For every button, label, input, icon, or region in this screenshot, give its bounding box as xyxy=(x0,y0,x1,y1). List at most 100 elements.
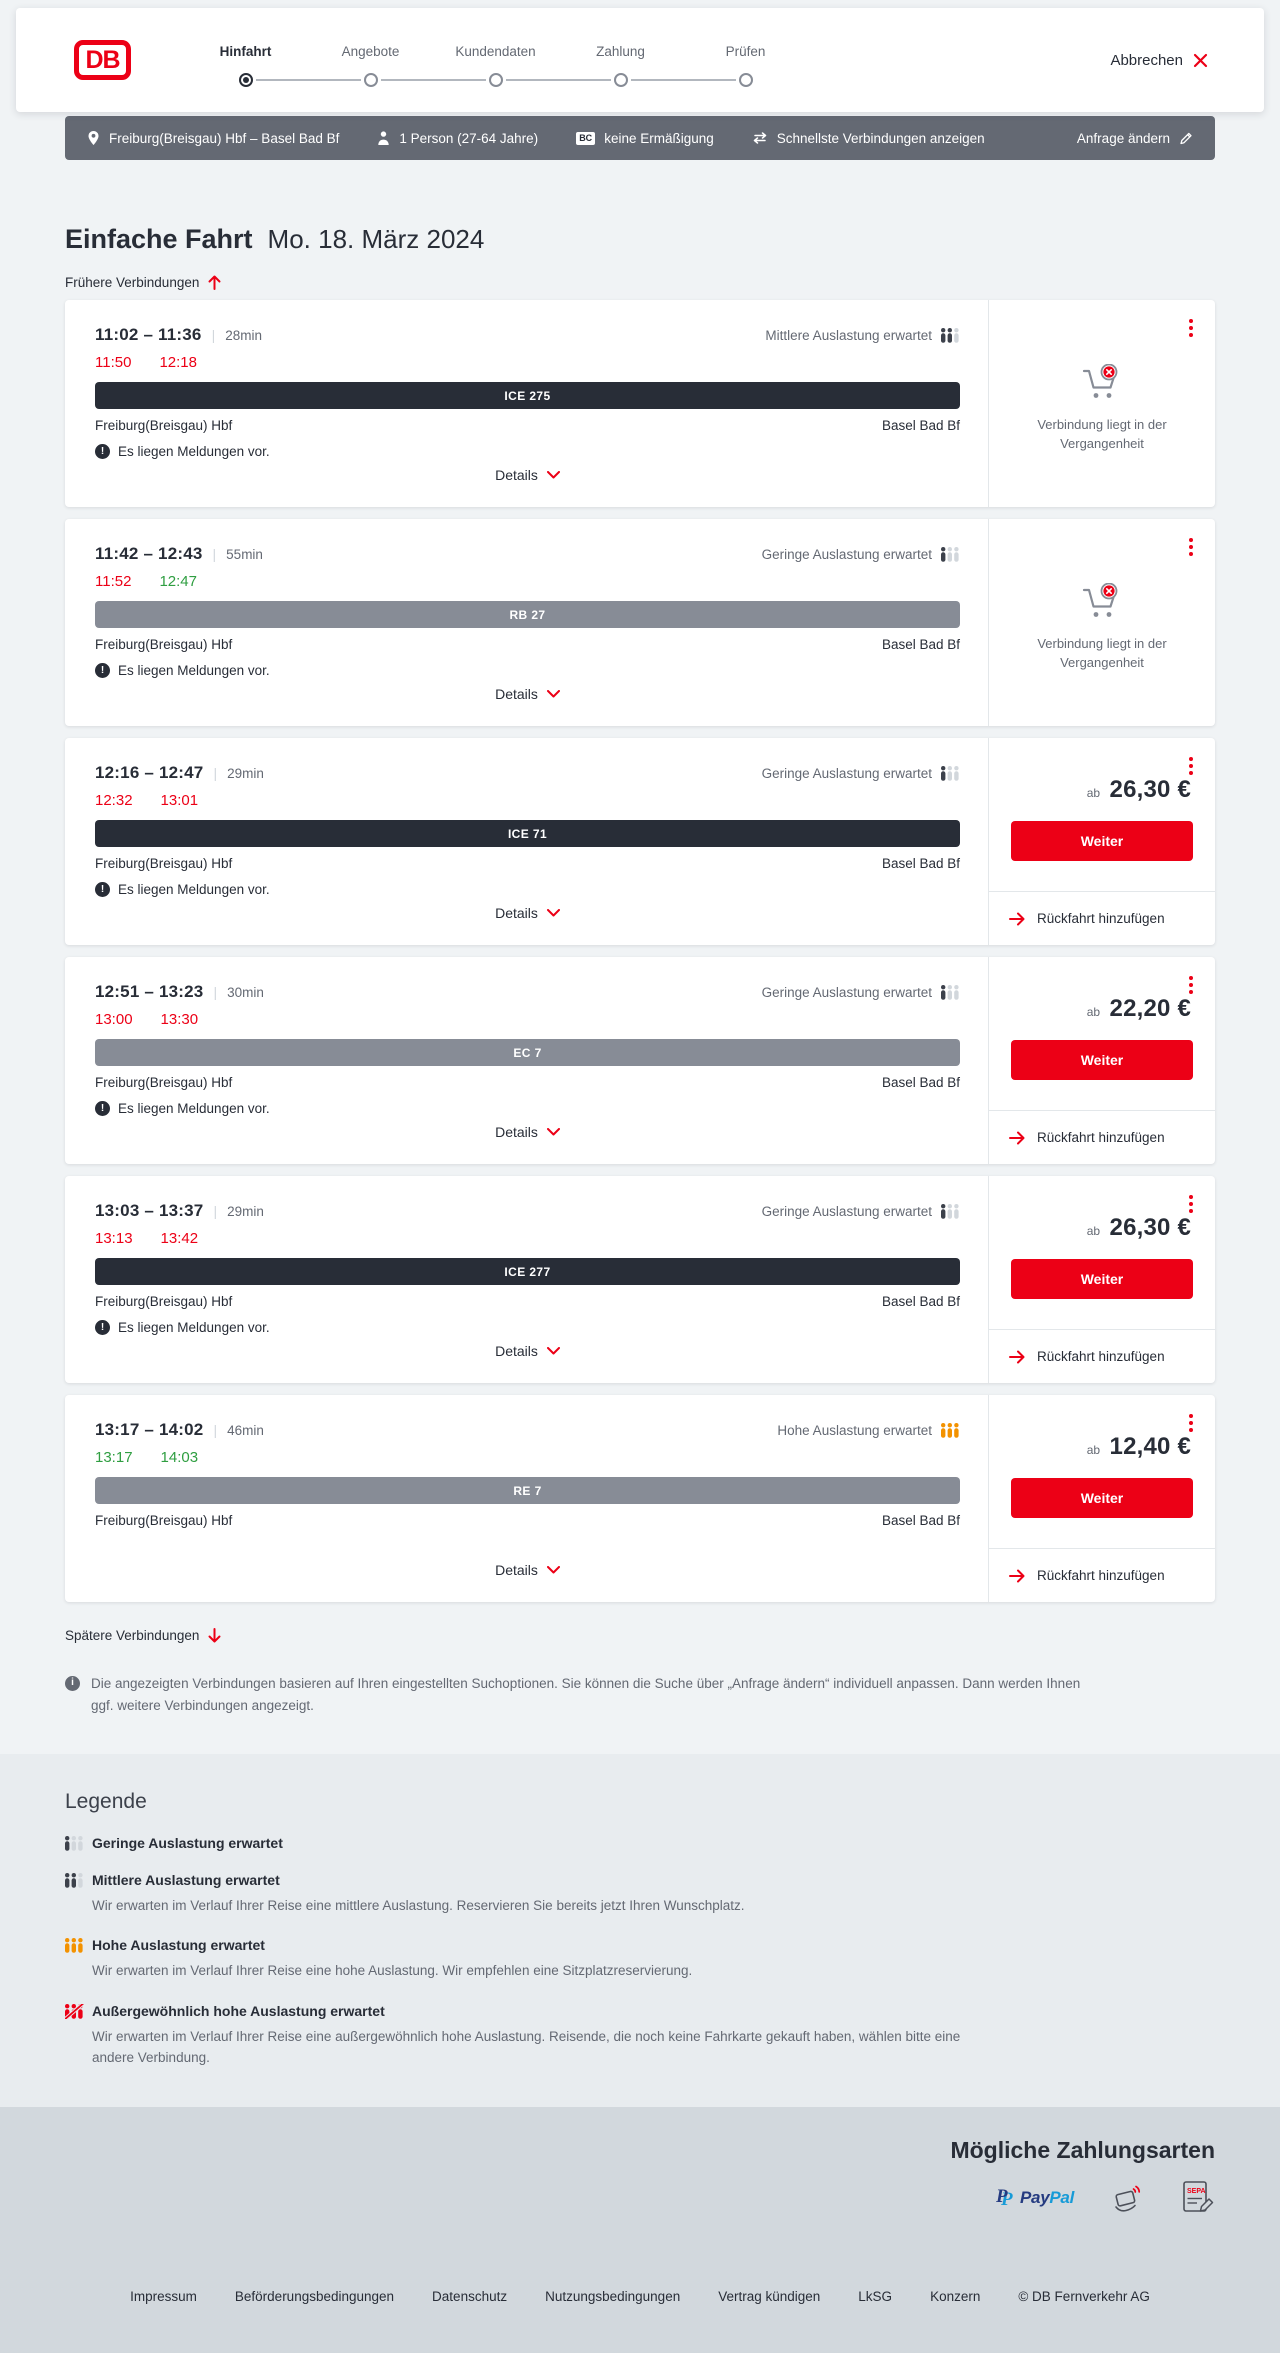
occupancy-icon xyxy=(941,327,959,343)
step-dot-icon xyxy=(738,72,753,87)
add-return-button[interactable]: Rückfahrt hinzufügen xyxy=(989,891,1215,945)
footer-link[interactable]: Vertrag kündigen xyxy=(718,2288,821,2304)
journey-side-panel: Verbindung liegt in der Vergangenheit xyxy=(988,519,1215,726)
separator: | xyxy=(213,984,218,1000)
svg-text:SEPA: SEPA xyxy=(1187,2188,1206,2195)
chevron-down-icon xyxy=(546,1128,560,1136)
realtime-arrival: 13:30 xyxy=(160,1011,199,1028)
arrival-station: Basel Bad Bf xyxy=(881,1294,960,1309)
stations-row: Freiburg(Breisgau) Hbf Basel Bad Bf xyxy=(95,856,960,871)
details-button[interactable]: Details xyxy=(483,459,572,491)
add-return-button[interactable]: Rückfahrt hinzufügen xyxy=(989,1110,1215,1164)
journey-card: 11:02 – 11:36 | 28min Mittlere Auslastun… xyxy=(65,300,1215,507)
earlier-connections-button[interactable]: Frühere Verbindungen xyxy=(65,275,221,290)
step-dot-icon xyxy=(363,72,378,87)
cancel-button[interactable]: Abbrechen xyxy=(1110,52,1208,69)
train-label-bar: RE 7 xyxy=(95,1477,960,1504)
price-prefix: ab xyxy=(1086,1224,1101,1238)
passengers-summary: 1 Person (27-64 Jahre) xyxy=(377,131,538,146)
realtime-row: 11:52 12:47 xyxy=(95,573,960,590)
journey-card: 11:42 – 12:43 | 55min Geringe Auslastung… xyxy=(65,519,1215,726)
occupancy-indicator: Geringe Auslastung erwartet xyxy=(762,984,960,1000)
footer-link[interactable]: Datenschutz xyxy=(432,2288,508,2304)
arrival-station: Basel Bad Bf xyxy=(881,637,960,652)
details-button[interactable]: Details xyxy=(483,897,572,929)
journey-main: 11:42 – 12:43 | 55min Geringe Auslastung… xyxy=(65,519,988,726)
occupancy-exceptional-icon xyxy=(65,2003,84,2019)
chevron-down-icon xyxy=(546,471,560,479)
price-row: ab 12,40 € xyxy=(1011,1433,1193,1461)
footer-link[interactable]: LkSG xyxy=(858,2288,893,2304)
more-options-button[interactable] xyxy=(1186,751,1197,781)
journey-main: 13:17 – 14:02 | 46min Hohe Auslastung er… xyxy=(65,1395,988,1602)
messages-note: ! Es liegen Meldungen vor. xyxy=(95,1101,960,1116)
later-connections-button[interactable]: Spätere Verbindungen xyxy=(65,1628,221,1643)
train-label-bar: ICE 275 xyxy=(95,382,960,409)
price-row: ab 22,20 € xyxy=(1011,995,1193,1023)
more-options-button[interactable] xyxy=(1186,1189,1197,1219)
details-button[interactable]: Details xyxy=(483,678,572,710)
past-connection-text: Verbindung liegt in der Vergangenheit xyxy=(1037,416,1167,451)
modify-request-button[interactable]: Anfrage ändern xyxy=(1077,131,1193,146)
booking-progress-stepper: Hinfahrt Angebote Kundendaten Zahlung Pr… xyxy=(183,34,808,87)
continue-button[interactable]: Weiter xyxy=(1011,1040,1193,1080)
price-block: ab 12,40 € Weiter xyxy=(989,1395,1215,1548)
footer-link[interactable]: Beförderungsbedingungen xyxy=(234,2288,395,2304)
paypal-wordmark: PayPal xyxy=(1020,2187,1074,2207)
messages-note: ! Es liegen Meldungen vor. xyxy=(95,882,960,897)
legend-item: Geringe Auslastung erwartet xyxy=(65,1835,1215,1851)
add-return-button[interactable]: Rückfahrt hinzufügen xyxy=(989,1329,1215,1383)
footer-link[interactable]: Nutzungsbedingungen xyxy=(545,2288,681,2304)
chevron-down-icon xyxy=(546,690,560,698)
details-button[interactable]: Details xyxy=(483,1335,572,1367)
stations-row: Freiburg(Breisgau) Hbf Basel Bad Bf xyxy=(95,1513,960,1528)
occupancy-indicator: Hohe Auslastung erwartet xyxy=(777,1422,960,1438)
more-options-button[interactable] xyxy=(1186,313,1197,343)
cancel-label: Abbrechen xyxy=(1110,51,1183,69)
page-title: Einfache Fahrt Mo. 18. März 2024 xyxy=(65,224,1215,255)
arrow-down-icon xyxy=(208,1628,221,1643)
occupancy-indicator: Mittlere Auslastung erwartet xyxy=(765,327,960,343)
alert-icon: ! xyxy=(95,663,110,678)
person-icon xyxy=(378,131,390,145)
footer-link[interactable]: Impressum xyxy=(130,2288,197,2304)
add-return-button[interactable]: Rückfahrt hinzufügen xyxy=(989,1548,1215,1602)
details-label: Details xyxy=(495,1124,538,1140)
details-button[interactable]: Details xyxy=(483,1554,572,1586)
journey-card: 13:03 – 13:37 | 29min Geringe Auslastung… xyxy=(65,1176,1215,1383)
realtime-departure: 11:50 xyxy=(95,354,132,371)
price-value: 26,30 € xyxy=(1109,776,1191,803)
legend-item-description: Wir erwarten im Verlauf Ihrer Reise eine… xyxy=(92,1897,745,1913)
continue-button[interactable]: Weiter xyxy=(1011,821,1193,861)
arrow-right-icon xyxy=(1009,912,1025,925)
more-options-button[interactable] xyxy=(1186,1408,1197,1438)
step-dot-icon xyxy=(488,72,503,87)
cart-unavailable-icon xyxy=(1082,582,1118,617)
journey-card: 13:17 – 14:02 | 46min Hohe Auslastung er… xyxy=(65,1395,1215,1602)
realtime-row: 13:13 13:42 xyxy=(95,1230,960,1247)
legend-item-description: Wir erwarten im Verlauf Ihrer Reise eine… xyxy=(92,2028,961,2066)
journey-side-panel: Verbindung liegt in der Vergangenheit ab… xyxy=(988,738,1215,945)
details-button[interactable]: Details xyxy=(483,1116,572,1148)
continue-button[interactable]: Weiter xyxy=(1011,1478,1193,1518)
realtime-row: 11:50 12:18 xyxy=(95,354,960,371)
swap-arrows-icon xyxy=(753,132,766,144)
page-footer: Impressum Beförderungsbedingungen Datensch… xyxy=(0,2239,1280,2353)
more-options-button[interactable] xyxy=(1186,970,1197,1000)
price-value: 26,30 € xyxy=(1109,1214,1191,1241)
legend-item-label: Mittlere Auslastung erwartet xyxy=(92,1871,280,1888)
step-label: Prüfen xyxy=(725,43,766,59)
bahncard-icon: BC xyxy=(576,131,596,145)
footer-link[interactable]: Konzern xyxy=(930,2288,981,2304)
stations-row: Freiburg(Breisgau) Hbf Basel Bad Bf xyxy=(95,1075,960,1090)
step-dot-icon xyxy=(238,72,253,87)
journey-side-panel: Verbindung liegt in der Vergangenheit xyxy=(988,300,1215,507)
price-block: ab 26,30 € Weiter xyxy=(989,738,1215,891)
journey-main: 12:51 – 13:23 | 30min Geringe Auslastung… xyxy=(65,957,988,1164)
continue-button[interactable]: Weiter xyxy=(1011,1259,1193,1299)
step-kundendaten: Kundendaten xyxy=(433,44,611,87)
more-options-button[interactable] xyxy=(1186,532,1197,562)
passengers-text: 1 Person (27-64 Jahre) xyxy=(399,130,539,146)
departure-station: Freiburg(Breisgau) Hbf xyxy=(95,1294,233,1309)
